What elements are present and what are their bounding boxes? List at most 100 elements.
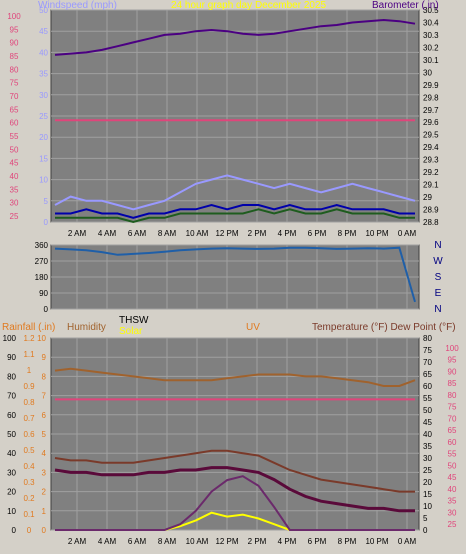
rain-tick-label: 0.1 [23, 510, 35, 519]
y-right-tick-label: 30.4 [423, 18, 439, 27]
x-tick-label: 2 PM [248, 537, 267, 546]
y-right-tick-label: 29.9 [423, 81, 439, 90]
percent-tick-label: 25 [10, 212, 19, 221]
uv-tick-label: 3 [42, 468, 47, 477]
series-line [55, 203, 415, 219]
humidity-label: Humidity [67, 322, 106, 333]
temp-tick-label: 20 [423, 478, 432, 487]
percent-tick-label: 75 [448, 403, 457, 412]
y-tick-label: 5 [44, 197, 49, 206]
percent-tick-label: 65 [448, 426, 457, 435]
y-tick-label: 270 [35, 257, 49, 266]
y-tick-label: 40 [39, 48, 48, 57]
y-right-tick-label: 29.3 [423, 156, 439, 165]
y-right-tick-label: 29 [423, 193, 432, 202]
y-tick-label: 35 [39, 70, 48, 79]
graph-title: 24 hour graph day December 2025 [171, 0, 327, 11]
x-tick-label: 8 AM [158, 537, 177, 546]
uv-tick-label: 7 [42, 392, 47, 401]
y-right-tick-label: 29.2 [423, 168, 439, 177]
percent-tick-label: 55 [448, 450, 457, 459]
percent-tick-label: 50 [10, 145, 19, 154]
percent-tick-label: 80 [10, 65, 19, 74]
x-tick-label: 4 AM [98, 229, 117, 238]
y-tick-label: 30 [39, 91, 48, 100]
series-line [54, 367, 416, 387]
percent-tick-label: 90 [10, 39, 19, 48]
rain-tick-label: 1.2 [23, 334, 35, 343]
rain-tick-label: 0.3 [23, 478, 35, 487]
y-right-tick-label: 28.9 [423, 206, 439, 215]
x-tick-label: 6 AM [128, 537, 147, 546]
percent-tick-label: 30 [448, 508, 457, 517]
y-right-tick-label: 30.5 [423, 6, 439, 15]
temp-tick-label: 35 [423, 442, 432, 451]
temp-tick-label: 40 [423, 430, 432, 439]
percent-tick-label: 100 [7, 12, 21, 21]
y-tick-label: 360 [35, 241, 49, 250]
percent-tick-label: 100 [445, 344, 459, 353]
percent-tick-label: 40 [10, 172, 19, 181]
y-tick-label: 15 [39, 154, 48, 163]
temp-tick-label: 45 [423, 418, 432, 427]
y-tick-label: 10 [39, 176, 48, 185]
windspeed-label: Windspeed (mph) [38, 0, 117, 11]
y-right-tick-label: 29.5 [423, 131, 439, 140]
y-tick-label: 30 [7, 468, 16, 477]
y-tick-label: 50 [7, 430, 16, 439]
temp-tick-label: 10 [423, 502, 432, 511]
percent-tick-label: 60 [10, 119, 19, 128]
percent-tick-label: 55 [10, 132, 19, 141]
thsw-label: THSW [119, 315, 149, 326]
temp-tick-label: 65 [423, 370, 432, 379]
x-tick-label: 6 PM [308, 229, 327, 238]
percent-tick-label: 50 [448, 461, 457, 470]
solar-label: Solar [119, 326, 143, 337]
x-tick-label: 0 AM [398, 537, 417, 546]
x-tick-label: 4 AM [98, 537, 117, 546]
uv-tick-label: 8 [42, 372, 47, 381]
percent-tick-label: 40 [448, 485, 457, 494]
uv-tick-label: 1 [42, 507, 47, 516]
y-right-tick-label: 30 [423, 68, 432, 77]
y-tick-label: 40 [7, 449, 16, 458]
series-line [54, 466, 415, 513]
y-tick-label: 20 [39, 133, 48, 142]
series-line [54, 449, 415, 493]
percent-tick-label: 80 [448, 391, 457, 400]
percent-tick-label: 70 [448, 414, 457, 423]
y-tick-label: 90 [39, 289, 48, 298]
temp-tick-label: 60 [423, 382, 432, 391]
y-tick-label: 70 [7, 392, 16, 401]
barometer-label: Barometer (.in) [372, 0, 439, 11]
rain-tick-label: 0.7 [23, 414, 35, 423]
compass-label: N [434, 304, 441, 315]
uv-tick-label: 0 [42, 526, 47, 535]
x-tick-label: 4 PM [278, 537, 297, 546]
y-right-tick-label: 29.6 [423, 118, 439, 127]
y-tick-label: 0 [44, 218, 49, 227]
y-tick-label: 10 [7, 507, 16, 516]
percent-tick-label: 35 [10, 185, 19, 194]
temp-tick-label: 5 [423, 514, 428, 523]
uv-tick-label: 6 [42, 411, 47, 420]
percent-tick-label: 25 [448, 520, 457, 529]
y-right-tick-label: 30.2 [423, 43, 439, 52]
temp-tick-label: 70 [423, 358, 432, 367]
temp-tick-label: 75 [423, 346, 432, 355]
compass-label: S [435, 272, 442, 283]
rain-tick-label: 0 [27, 526, 32, 535]
x-tick-label: 10 PM [365, 229, 388, 238]
percent-tick-label: 45 [10, 159, 19, 168]
percent-tick-label: 30 [10, 199, 19, 208]
rain-tick-label: 1.1 [23, 350, 35, 359]
y-right-tick-label: 29.8 [423, 93, 439, 102]
x-tick-label: 2 AM [68, 229, 87, 238]
y-tick-label: 90 [7, 353, 16, 362]
percent-tick-label: 65 [10, 105, 19, 114]
y-tick-label: 0 [44, 305, 49, 314]
y-tick-label: 80 [7, 372, 16, 381]
percent-tick-label: 35 [448, 497, 457, 506]
uv-tick-label: 10 [37, 334, 46, 343]
